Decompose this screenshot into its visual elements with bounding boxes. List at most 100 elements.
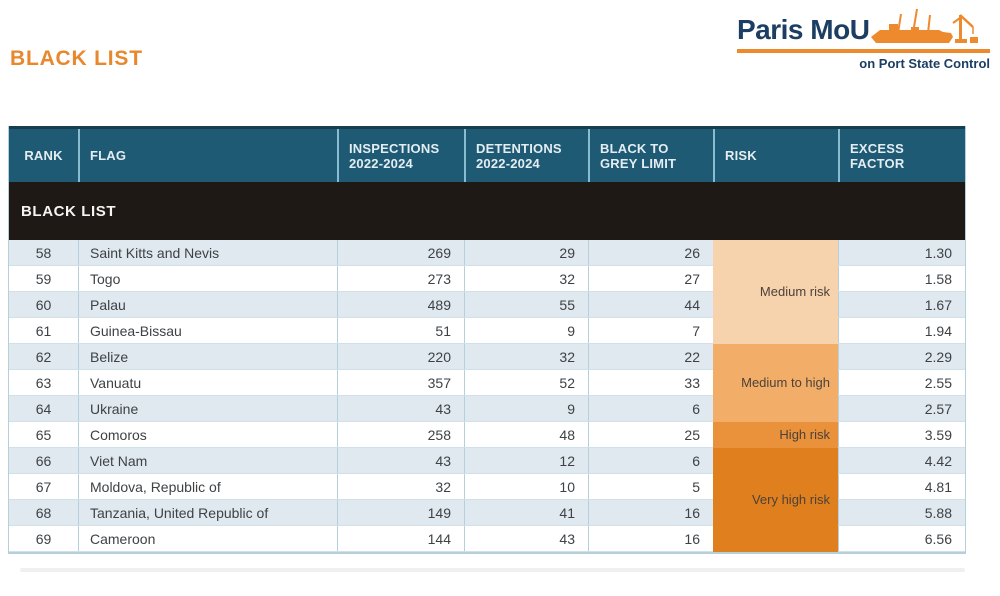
rank-cell: 65 [35, 426, 52, 443]
rank-cell: 63 [35, 374, 52, 391]
inspections-cell: 220 [337, 344, 464, 369]
flag-cell: Ukraine [78, 396, 337, 421]
rank-cell: 58 [35, 244, 52, 261]
header-rank: RANK [24, 148, 63, 163]
excess-factor-cell: 1.67 [838, 292, 965, 317]
inspections-cell: 489 [337, 292, 464, 317]
inspections-cell: 43 [337, 448, 464, 473]
detentions-cell: 9 [464, 318, 588, 343]
rank-cell: 60 [35, 296, 52, 313]
inspections-cell: 357 [337, 370, 464, 395]
black-to-grey-limit-cell: 16 [588, 500, 713, 525]
rank-cell: 67 [35, 478, 52, 495]
page-title: BLACK LIST [10, 47, 143, 70]
black-to-grey-limit-cell: 7 [588, 318, 713, 343]
header-inspections: INSPECTIONS 2022-2024 [337, 129, 464, 182]
inspections-cell: 269 [337, 240, 464, 265]
inspections-cell: 258 [337, 422, 464, 447]
black-to-grey-limit-cell: 5 [588, 474, 713, 499]
risk-group-medium-to-high: Medium to high [713, 344, 838, 422]
detentions-cell: 32 [464, 344, 588, 369]
risk-group-very-high-risk: Very high risk [713, 448, 838, 552]
page-footer-divider [20, 568, 965, 572]
flag-cell: Moldova, Republic of [78, 474, 337, 499]
paris-mou-logo: Paris MoU on Port State Control [737, 4, 992, 74]
detentions-cell: 43 [464, 526, 588, 551]
rank-cell: 61 [35, 322, 52, 339]
detentions-cell: 48 [464, 422, 588, 447]
excess-factor-cell: 2.57 [838, 396, 965, 421]
detentions-cell: 52 [464, 370, 588, 395]
flag-cell: Togo [78, 266, 337, 291]
black-to-grey-limit-cell: 33 [588, 370, 713, 395]
risk-group-high-risk: High risk [713, 422, 838, 448]
section-band-label: BLACK LIST [21, 202, 117, 220]
excess-factor-cell: 2.29 [838, 344, 965, 369]
black-to-grey-limit-cell: 26 [588, 240, 713, 265]
rank-cell: 64 [35, 400, 52, 417]
excess-factor-cell: 1.30 [838, 240, 965, 265]
flag-cell: Vanuatu [78, 370, 337, 395]
risk-column-overlay: Medium risk Medium to high High risk Very h… [713, 240, 838, 552]
detentions-cell: 55 [464, 292, 588, 317]
flag-cell: Guinea-Bissau [78, 318, 337, 343]
logo-tagline: on Port State Control [859, 56, 990, 71]
header-excess-factor: EXCESS FACTOR [838, 129, 965, 182]
black-list-table: RANK FLAG INSPECTIONS 2022-2024 DETENTIO… [8, 126, 966, 554]
detentions-cell: 29 [464, 240, 588, 265]
rank-cell: 68 [35, 504, 52, 521]
excess-factor-cell: 4.42 [838, 448, 965, 473]
excess-factor-cell: 4.81 [838, 474, 965, 499]
flag-cell: Belize [78, 344, 337, 369]
inspections-cell: 43 [337, 396, 464, 421]
excess-factor-cell: 1.58 [838, 266, 965, 291]
detentions-cell: 9 [464, 396, 588, 421]
risk-group-medium-risk: Medium risk [713, 240, 838, 344]
flag-cell: Viet Nam [78, 448, 337, 473]
risk-group-label: High risk [779, 427, 830, 442]
flag-cell: Tanzania, United Republic of [78, 500, 337, 525]
rank-cell: 69 [35, 530, 52, 547]
table-header-row: RANK FLAG INSPECTIONS 2022-2024 DETENTIO… [9, 126, 965, 182]
flag-cell: Cameroon [78, 526, 337, 551]
section-band: BLACK LIST [9, 182, 965, 240]
detentions-cell: 12 [464, 448, 588, 473]
black-to-grey-limit-cell: 44 [588, 292, 713, 317]
detentions-cell: 32 [464, 266, 588, 291]
risk-group-label: Medium to high [741, 375, 830, 390]
header-flag: FLAG [78, 129, 337, 182]
excess-factor-cell: 2.55 [838, 370, 965, 395]
flag-cell: Saint Kitts and Nevis [78, 240, 337, 265]
black-to-grey-limit-cell: 6 [588, 396, 713, 421]
rank-cell: 62 [35, 348, 52, 365]
excess-factor-cell: 6.56 [838, 526, 965, 551]
cargo-ship-crane-icon [871, 8, 978, 43]
black-to-grey-limit-cell: 16 [588, 526, 713, 551]
detentions-cell: 41 [464, 500, 588, 525]
inspections-cell: 273 [337, 266, 464, 291]
black-to-grey-limit-cell: 25 [588, 422, 713, 447]
inspections-cell: 32 [337, 474, 464, 499]
black-to-grey-limit-cell: 22 [588, 344, 713, 369]
flag-cell: Comoros [78, 422, 337, 447]
excess-factor-cell: 1.94 [838, 318, 965, 343]
excess-factor-cell: 3.59 [838, 422, 965, 447]
header-risk: RISK [713, 129, 838, 182]
black-to-grey-limit-cell: 6 [588, 448, 713, 473]
logo-brand-text: Paris MoU [737, 14, 870, 45]
inspections-cell: 51 [337, 318, 464, 343]
risk-group-label: Very high risk [751, 492, 830, 507]
inspections-cell: 144 [337, 526, 464, 551]
rank-cell: 59 [35, 270, 52, 287]
header-detentions: DETENTIONS 2022-2024 [464, 129, 588, 182]
logo-underline [737, 49, 990, 53]
detentions-cell: 10 [464, 474, 588, 499]
risk-group-label: Medium risk [759, 284, 830, 299]
header-black-to-grey-limit: BLACK TO GREY LIMIT [588, 129, 713, 182]
inspections-cell: 149 [337, 500, 464, 525]
excess-factor-cell: 5.88 [838, 500, 965, 525]
flag-cell: Palau [78, 292, 337, 317]
black-to-grey-limit-cell: 27 [588, 266, 713, 291]
rank-cell: 66 [35, 452, 52, 469]
